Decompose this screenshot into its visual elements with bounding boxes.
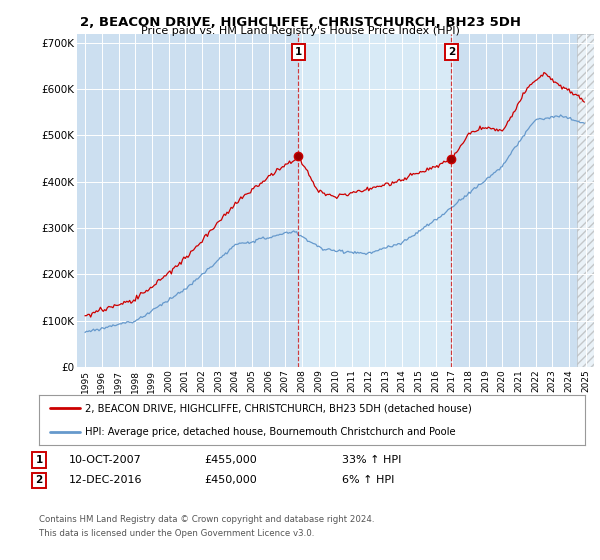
- Text: This data is licensed under the Open Government Licence v3.0.: This data is licensed under the Open Gov…: [39, 529, 314, 538]
- Text: HPI: Average price, detached house, Bournemouth Christchurch and Poole: HPI: Average price, detached house, Bour…: [85, 427, 456, 437]
- Text: 2: 2: [448, 47, 455, 57]
- Text: 33% ↑ HPI: 33% ↑ HPI: [342, 455, 401, 465]
- Text: 2: 2: [35, 475, 43, 486]
- Text: Contains HM Land Registry data © Crown copyright and database right 2024.: Contains HM Land Registry data © Crown c…: [39, 515, 374, 524]
- Text: £455,000: £455,000: [204, 455, 257, 465]
- Text: 2, BEACON DRIVE, HIGHCLIFFE, CHRISTCHURCH, BH23 5DH (detached house): 2, BEACON DRIVE, HIGHCLIFFE, CHRISTCHURC…: [85, 403, 472, 413]
- Bar: [298, 34, 451, 367]
- Text: Price paid vs. HM Land Registry's House Price Index (HPI): Price paid vs. HM Land Registry's House …: [140, 26, 460, 36]
- Text: 2, BEACON DRIVE, HIGHCLIFFE, CHRISTCHURCH, BH23 5DH: 2, BEACON DRIVE, HIGHCLIFFE, CHRISTCHURC…: [79, 16, 521, 29]
- Text: 6% ↑ HPI: 6% ↑ HPI: [342, 475, 394, 486]
- Text: 10-OCT-2007: 10-OCT-2007: [69, 455, 142, 465]
- Text: £450,000: £450,000: [204, 475, 257, 486]
- Text: 12-DEC-2016: 12-DEC-2016: [69, 475, 143, 486]
- Bar: [577, 34, 594, 367]
- Text: 1: 1: [295, 47, 302, 57]
- Text: 1: 1: [35, 455, 43, 465]
